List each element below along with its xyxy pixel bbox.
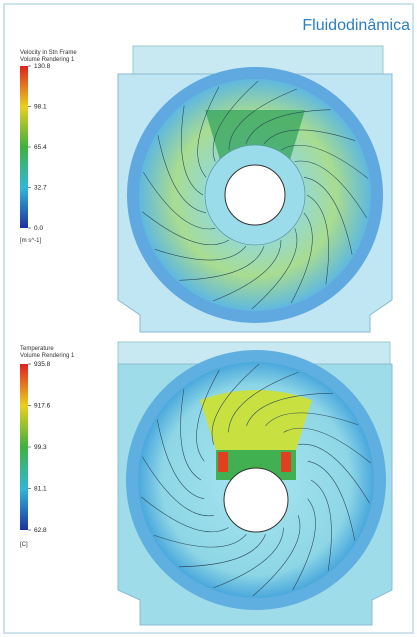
blade [228, 371, 299, 433]
blade [181, 105, 204, 196]
blade [154, 246, 247, 261]
blade [179, 534, 266, 568]
blade [263, 129, 356, 144]
colorbar-label: 130.8 [34, 63, 51, 70]
blade [290, 212, 313, 304]
colorbar-label: 99.3 [34, 444, 47, 451]
hub [224, 164, 286, 226]
hot-spot [281, 452, 291, 472]
colorbar-label: 917.6 [34, 403, 51, 410]
legend-title: Velocity in Stn Frame [20, 50, 77, 56]
blade [153, 533, 247, 548]
hot-spot [218, 452, 228, 472]
blade [179, 246, 265, 281]
blade [251, 228, 298, 310]
blade [265, 412, 359, 427]
blade [294, 160, 367, 219]
blade [307, 460, 356, 541]
legend-subtitle: Volume Rendering 1 [20, 57, 75, 63]
blade [303, 176, 353, 255]
blade [252, 515, 301, 597]
blade [310, 479, 332, 571]
colorbar-label: 98.1 [34, 104, 47, 111]
legend-unit: [m s^-1] [20, 238, 41, 244]
blade [211, 363, 260, 445]
colorbar-label: 65.4 [34, 144, 47, 151]
blade [180, 389, 202, 481]
colorbar-label: 0.0 [34, 225, 43, 232]
hot-zone [205, 110, 305, 160]
blade [213, 527, 284, 589]
blade [143, 171, 216, 230]
blade [245, 109, 331, 144]
blade [212, 240, 282, 302]
colorbar-label: 62.8 [34, 527, 47, 534]
hot-zone [200, 390, 312, 450]
legend-unit: [C] [20, 542, 28, 548]
blade [292, 498, 316, 591]
colorbar-label: 32.7 [34, 185, 47, 192]
velocity-rendering [117, 45, 393, 333]
blade [142, 456, 214, 517]
blade [141, 496, 229, 533]
blade [157, 135, 207, 214]
legend-title: Temperature [20, 346, 54, 352]
blade [246, 392, 333, 426]
blade [142, 211, 230, 246]
colorbar [20, 66, 28, 228]
colorbar [20, 364, 28, 530]
blade [306, 194, 329, 285]
title: Fluidodinâmica [302, 17, 410, 34]
colorbar-label: 935.8 [34, 361, 51, 368]
temperature-rendering [117, 341, 393, 626]
blade [283, 427, 371, 464]
hub [223, 467, 289, 533]
blade [228, 88, 298, 150]
legend-subtitle: Volume Rendering 1 [20, 353, 75, 359]
blade [212, 80, 259, 162]
blade [280, 144, 368, 179]
frame [3, 3, 414, 634]
blade [197, 86, 220, 178]
blade [298, 443, 370, 504]
colorbar-label: 81.1 [34, 486, 47, 493]
blade [156, 419, 205, 500]
blade [196, 369, 220, 462]
